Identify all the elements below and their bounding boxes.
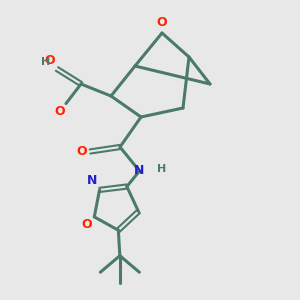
Text: O: O <box>76 145 87 158</box>
Text: O: O <box>81 218 92 231</box>
Text: N: N <box>87 175 97 188</box>
Text: H: H <box>41 57 50 67</box>
Text: H: H <box>158 164 167 174</box>
Text: O: O <box>45 54 56 67</box>
Text: N: N <box>134 164 145 178</box>
Text: O: O <box>54 105 64 118</box>
Text: O: O <box>157 16 167 28</box>
